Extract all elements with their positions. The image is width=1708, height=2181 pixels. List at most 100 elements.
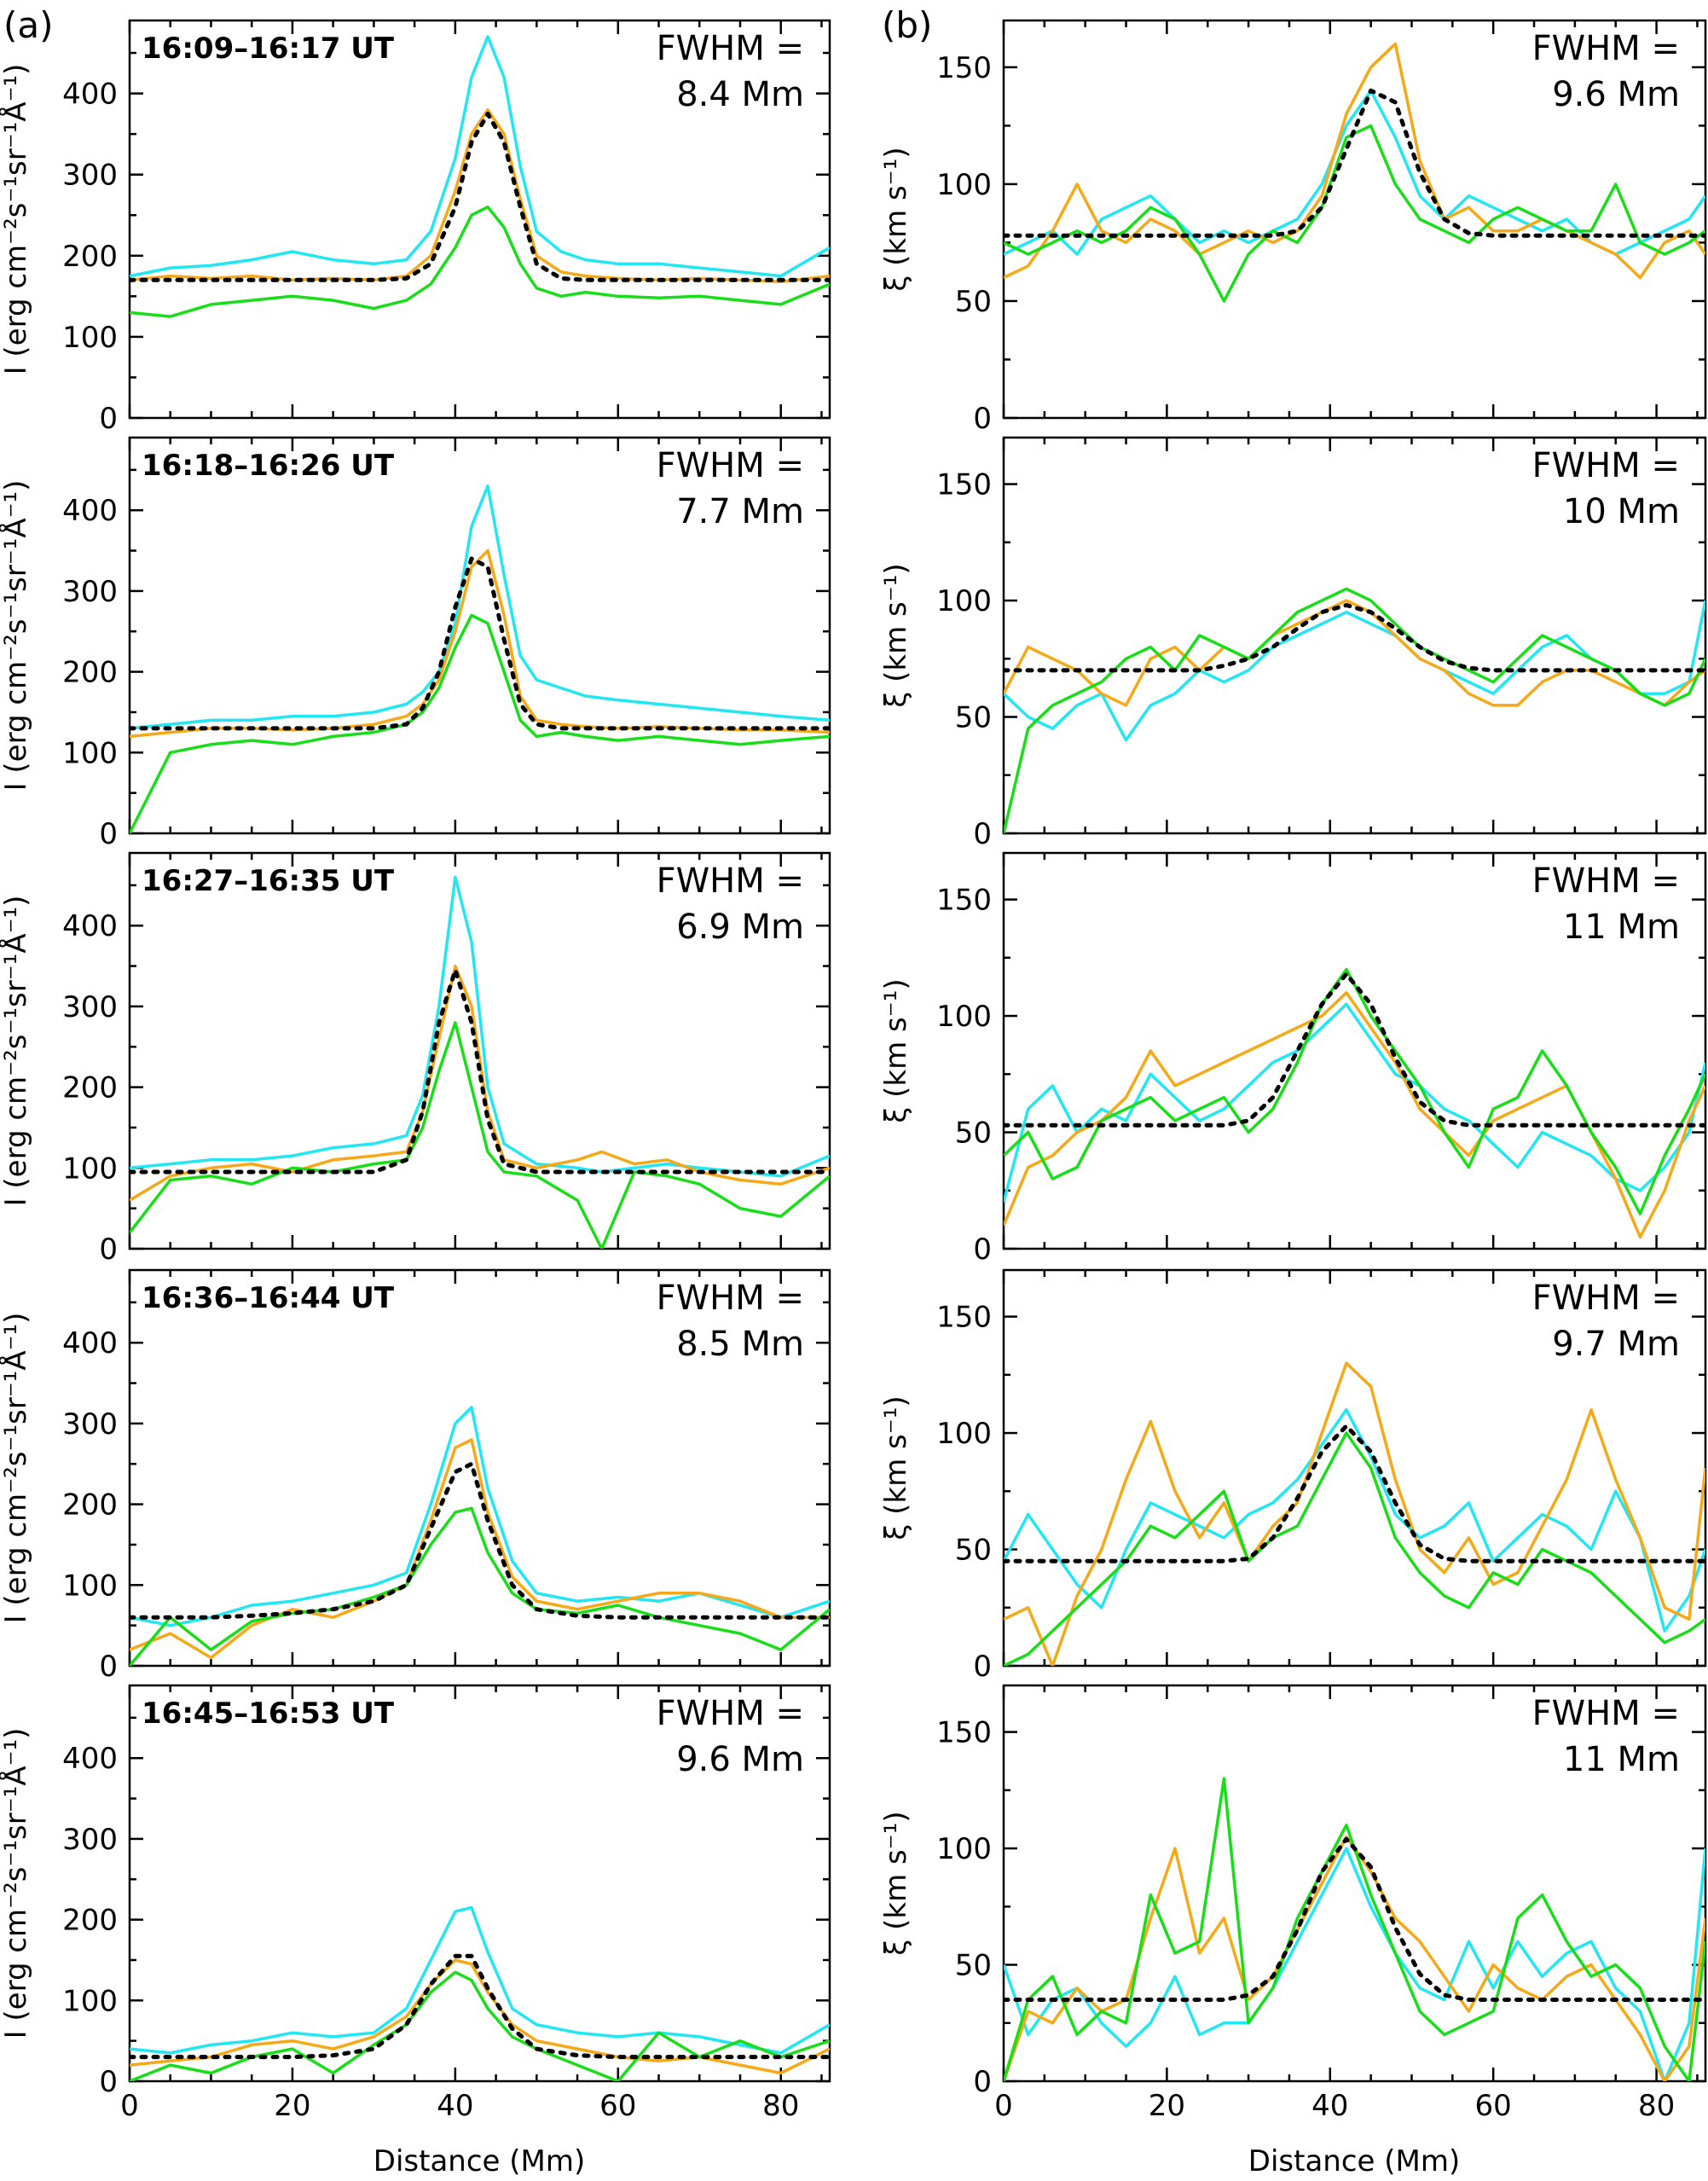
panel-b3-ytick-label-100: 100 [936,1000,992,1034]
panel-a1-ytick-label-400: 400 [62,78,118,112]
panel-a4-series-fit [130,1461,830,1620]
panel-a5-xtick-label-40: 40 [437,2089,473,2123]
panel-b2-fwhm-heading: FWHM = [1532,446,1680,485]
panel-a5-ytick-label-0: 0 [99,2065,118,2099]
panel-a5-series-green [130,1970,830,2081]
x-axis-title-right: Distance (Mm) [1248,2144,1460,2178]
panel-a2-ytick-label-200: 200 [62,656,118,690]
panel-b1: 0 50 100 150 ξ (km s⁻¹) FWHM = 9.6 Mm [879,19,1707,436]
panel-b5-ytick-label-150: 150 [936,1716,992,1750]
panel-a3-ytick-label-400: 400 [62,909,118,943]
panel-b3: 0 50 100 150 ξ (km s⁻¹) FWHM = 11 Mm [879,851,1707,1267]
panel-b3-series-cyan [1004,1002,1705,1203]
panel-b5-series-green [1004,1777,1705,2081]
panel-a2-series-green [130,613,830,833]
panel-b4: 0 50 100 150 ξ (km s⁻¹) FWHM = 9.7 Mm [879,1268,1707,1684]
panel-a5-ytick-label-100: 100 [62,1984,118,2018]
panel-b5-xtick-label-60: 60 [1475,2089,1512,2123]
panel-a1-series-orange [130,107,830,283]
panel-b1-series-cyan [1004,89,1705,256]
panel-a1-ytick-label-0: 0 [99,402,118,436]
panel-a4-ytick-label-200: 200 [62,1488,118,1523]
panel-b1-fwhm-heading: FWHM = [1532,29,1680,68]
panel-b2-fwhm-value: 10 Mm [1563,492,1680,531]
panel-a2-fwhm-heading: FWHM = [657,446,804,485]
panel-b3-y-axis-title: ξ (km s⁻¹) [879,978,913,1122]
panel-b5-series-cyan [1004,1847,1705,2081]
panel-b5-y-axis-title: ξ (km s⁻¹) [879,1811,913,1955]
panel-b5-fwhm-value: 11 Mm [1563,1740,1680,1779]
panel-b1-series-fit [1004,88,1705,238]
panel-a3-series-fit [130,967,830,1175]
panel-b1-frame [1002,19,1707,420]
panel-a4-series-green [130,1506,830,1666]
panel-a1-fwhm-value: 8.4 Mm [676,75,804,114]
panel-a1-ytick-label-100: 100 [62,321,118,355]
panel-b5-fwhm-heading: FWHM = [1532,1694,1680,1733]
panel-a5-series-orange [130,1958,830,2075]
panel-a3-fwhm-heading: FWHM = [657,861,804,901]
panel-a5-xtick-label-80: 80 [762,2089,799,2123]
panel-b3-ytick-label-0: 0 [973,1233,992,1267]
panel-a2-ytick-label-0: 0 [99,817,118,851]
panel-a3-ytick-label-200: 200 [62,1071,118,1105]
panel-a3-series-orange [130,964,830,1202]
panel-b4-ytick-label-50: 50 [955,1534,992,1568]
panel-a4-fwhm-heading: FWHM = [657,1279,804,1318]
panel-b3-series-fit [1004,972,1705,1128]
panel-b5-ytick-label-0: 0 [973,2065,992,2099]
panel-b4-y-axis-title: ξ (km s⁻¹) [879,1395,913,1540]
panel-a4-frame [128,1268,831,1668]
panel-b2-series-green [1004,587,1705,833]
panel-b3-fwhm-value: 11 Mm [1563,908,1680,947]
panel-a3-ytick-label-100: 100 [62,1151,118,1186]
panel-b2-y-axis-title: ξ (km s⁻¹) [879,563,913,707]
panel-b2-ytick-label-50: 50 [955,701,992,735]
panel-a5-series-fit [130,1953,830,2060]
panel-a2-frame [128,436,831,835]
panel-b3-series-orange [1004,991,1705,1239]
panel-b2-series-cyan [1004,600,1705,742]
panel-b2-series-fit [1004,603,1705,673]
panel-b1-y-axis-title: ξ (km s⁻¹) [879,147,913,291]
panel-a3-frame [128,851,831,1250]
panel-b3-ytick-label-150: 150 [936,884,992,918]
panel-a2-ytick-label-400: 400 [62,494,118,528]
panel-b4-ytick-label-150: 150 [936,1301,992,1335]
panel-b5: 0 20 40 60 80 0 50 100 150 ξ (km s⁻¹) FWHM = 11 Mm [879,1684,1707,2123]
panel-b2-frame [1002,436,1707,835]
panel-a3-ytick-label-0: 0 [99,1233,118,1267]
panel-a5-ytick-label-300: 300 [62,1823,118,1857]
panel-b4-series-orange [1004,1361,1705,1666]
panel-a3: 0 100 200 300 400 I (erg cm⁻²s⁻¹sr⁻¹Å⁻¹) 16:27… [0,851,831,1267]
panel-a5: 0 20 40 60 80 0 100 200 300 400 I (erg cm⁻²s⁻¹sr⁻¹… [0,1684,831,2123]
panel-b3-frame [1002,851,1707,1250]
panel-a3-series-green [130,1021,830,1249]
panel-b1-ytick-label-100: 100 [936,168,992,202]
panel-a5-time-range: 16:45–16:53 UT [142,1697,395,1731]
panel-b1-series-green [1004,124,1705,303]
panel-a4-ytick-label-300: 300 [62,1407,118,1441]
panel-b2-ytick-label-150: 150 [936,468,992,502]
panel-a2-series-fit [130,556,830,731]
panel-a3-fwhm-value: 6.9 Mm [676,908,804,947]
panel-a1-ytick-label-200: 200 [62,240,118,274]
panel-a2-series-orange [130,548,830,739]
panel-a5-xtick-label-60: 60 [599,2089,636,2123]
panel-a1-series-cyan [130,35,830,278]
x-axis-title-left: Distance (Mm) [373,2144,585,2178]
panel-b5-series-fit [1004,1836,1705,2002]
panel-a4-series-cyan [130,1406,830,1627]
panel-a1: 0 100 200 300 400 I (erg cm⁻²s⁻¹sr⁻¹Å⁻¹) 16:09… [0,19,831,436]
panel-a5-ytick-label-400: 400 [62,1742,118,1776]
panel-a1-series-fit [130,111,830,282]
panel-b4-series-green [1004,1431,1705,1666]
panel-a2-fwhm-value: 7.7 Mm [676,492,804,531]
panel-a4-series-orange [130,1438,830,1660]
panel-a2-ytick-label-100: 100 [62,736,118,770]
panel-a5-fwhm-value: 9.6 Mm [676,1740,804,1779]
panel-letter-a: (a) [3,4,54,46]
panel-a4-ytick-label-0: 0 [99,1650,118,1684]
